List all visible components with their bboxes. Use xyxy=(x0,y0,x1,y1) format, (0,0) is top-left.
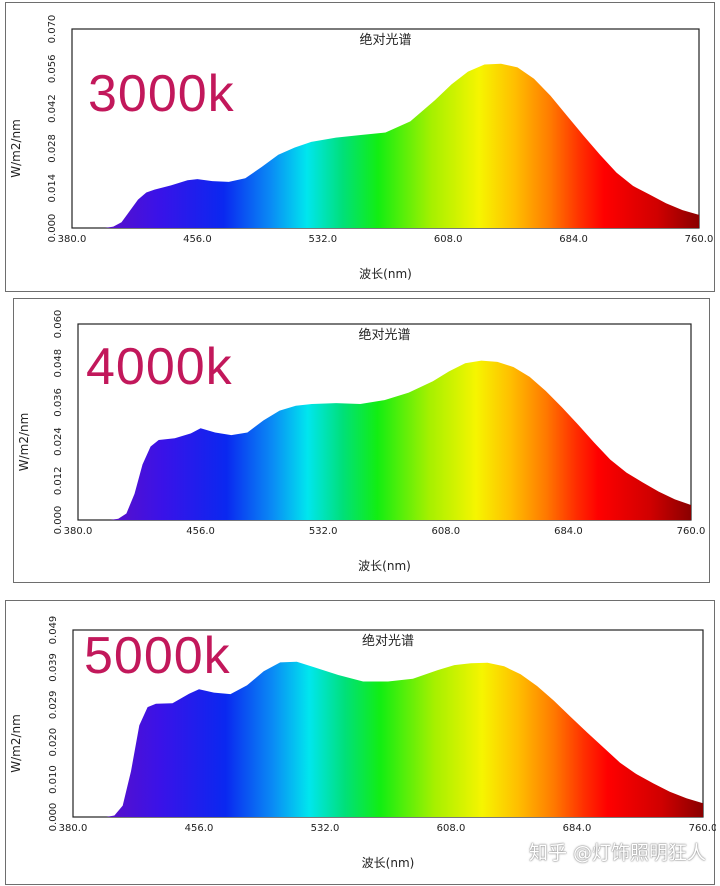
x-axis-label: 波长(nm) xyxy=(359,267,412,281)
x-tick-label: 760.0 xyxy=(677,526,706,537)
x-tick-label: 456.0 xyxy=(186,526,215,537)
y-tick-label: 0.024 xyxy=(53,427,64,456)
y-tick-label: 0.060 xyxy=(53,310,64,339)
cct-label-3000k: 3000k xyxy=(88,65,235,123)
x-tick-label: 380.0 xyxy=(58,234,87,245)
x-tick-label: 684.0 xyxy=(559,234,588,245)
y-tick-label: 0.014 xyxy=(47,174,58,203)
chart-title: 绝对光谱 xyxy=(359,32,411,48)
spectrum-chart-3000k: 绝对光谱 380.0 456.0 532.0 608.0 684.0 760.0 0.000 0… xyxy=(9,15,714,281)
y-tick-label: 0.042 xyxy=(47,94,58,123)
x-tick-label: 456.0 xyxy=(185,823,214,834)
y-tick-label: 0.000 xyxy=(47,214,58,243)
x-tick-label: 684.0 xyxy=(563,823,592,834)
x-tick-label: 608.0 xyxy=(434,234,463,245)
x-tick-label: 684.0 xyxy=(554,526,583,537)
y-tick-label: 0.029 xyxy=(48,690,59,719)
x-tick-label: 456.0 xyxy=(183,234,212,245)
x-tick-label: 380.0 xyxy=(64,526,93,537)
y-tick-label: 0.070 xyxy=(47,15,58,44)
y-tick-label: 0.039 xyxy=(48,653,59,682)
y-tick-label: 0.020 xyxy=(48,728,59,757)
x-tick-label: 608.0 xyxy=(431,526,460,537)
y-tick-label: 0.012 xyxy=(53,466,64,495)
y-tick-label: 0.056 xyxy=(47,54,58,83)
cct-label-5000k: 5000k xyxy=(84,627,231,685)
y-tick-label: 0.036 xyxy=(53,388,64,417)
spectrum-area xyxy=(106,661,703,817)
y-tick-label: 0.048 xyxy=(53,349,64,378)
y-tick-label: 0.000 xyxy=(53,506,64,535)
x-tick-label: 532.0 xyxy=(311,823,340,834)
x-tick-label: 608.0 xyxy=(437,823,466,834)
spectrum-area xyxy=(105,63,699,229)
cct-label-4000k: 4000k xyxy=(86,338,233,396)
chart-title: 绝对光谱 xyxy=(362,633,414,649)
spectrum-panel-3000k: 绝对光谱 380.0 456.0 532.0 608.0 684.0 760.0 0.000 0… xyxy=(5,2,715,292)
y-tick-label: 0.049 xyxy=(48,616,59,645)
spectrum-panel-5000k: 绝对光谱 380.0 456.0 532.0 608.0 684.0 760.0 0.000 0… xyxy=(5,600,716,885)
chart-title: 绝对光谱 xyxy=(358,327,410,343)
x-tick-label: 532.0 xyxy=(309,526,338,537)
x-tick-label: 760.0 xyxy=(685,234,714,245)
x-tick-label: 532.0 xyxy=(308,234,337,245)
spectrum-chart-5000k: 绝对光谱 380.0 456.0 532.0 608.0 684.0 760.0 0.000 0… xyxy=(9,616,716,870)
y-axis-label: W/m2/nm xyxy=(17,413,31,472)
spectrum-area xyxy=(110,360,691,520)
y-axis-label: W/m2/nm xyxy=(9,119,23,178)
watermark-text: 知乎 @灯饰照明狂人 xyxy=(528,842,706,864)
y-tick-label: 0.028 xyxy=(47,134,58,163)
x-tick-label: 760.0 xyxy=(689,823,716,834)
x-axis-label: 波长(nm) xyxy=(358,559,411,573)
y-tick-label: 0.010 xyxy=(48,765,59,794)
y-axis-label: W/m2/nm xyxy=(9,714,23,773)
x-tick-label: 380.0 xyxy=(59,823,88,834)
spectrum-chart-4000k: 绝对光谱 380.0 456.0 532.0 608.0 684.0 760.0 0.000 0… xyxy=(17,310,706,573)
spectrum-panel-4000k: 绝对光谱 380.0 456.0 532.0 608.0 684.0 760.0 0.000 0… xyxy=(13,298,710,583)
x-axis-label: 波长(nm) xyxy=(362,856,415,870)
y-tick-label: 0.000 xyxy=(48,803,59,832)
